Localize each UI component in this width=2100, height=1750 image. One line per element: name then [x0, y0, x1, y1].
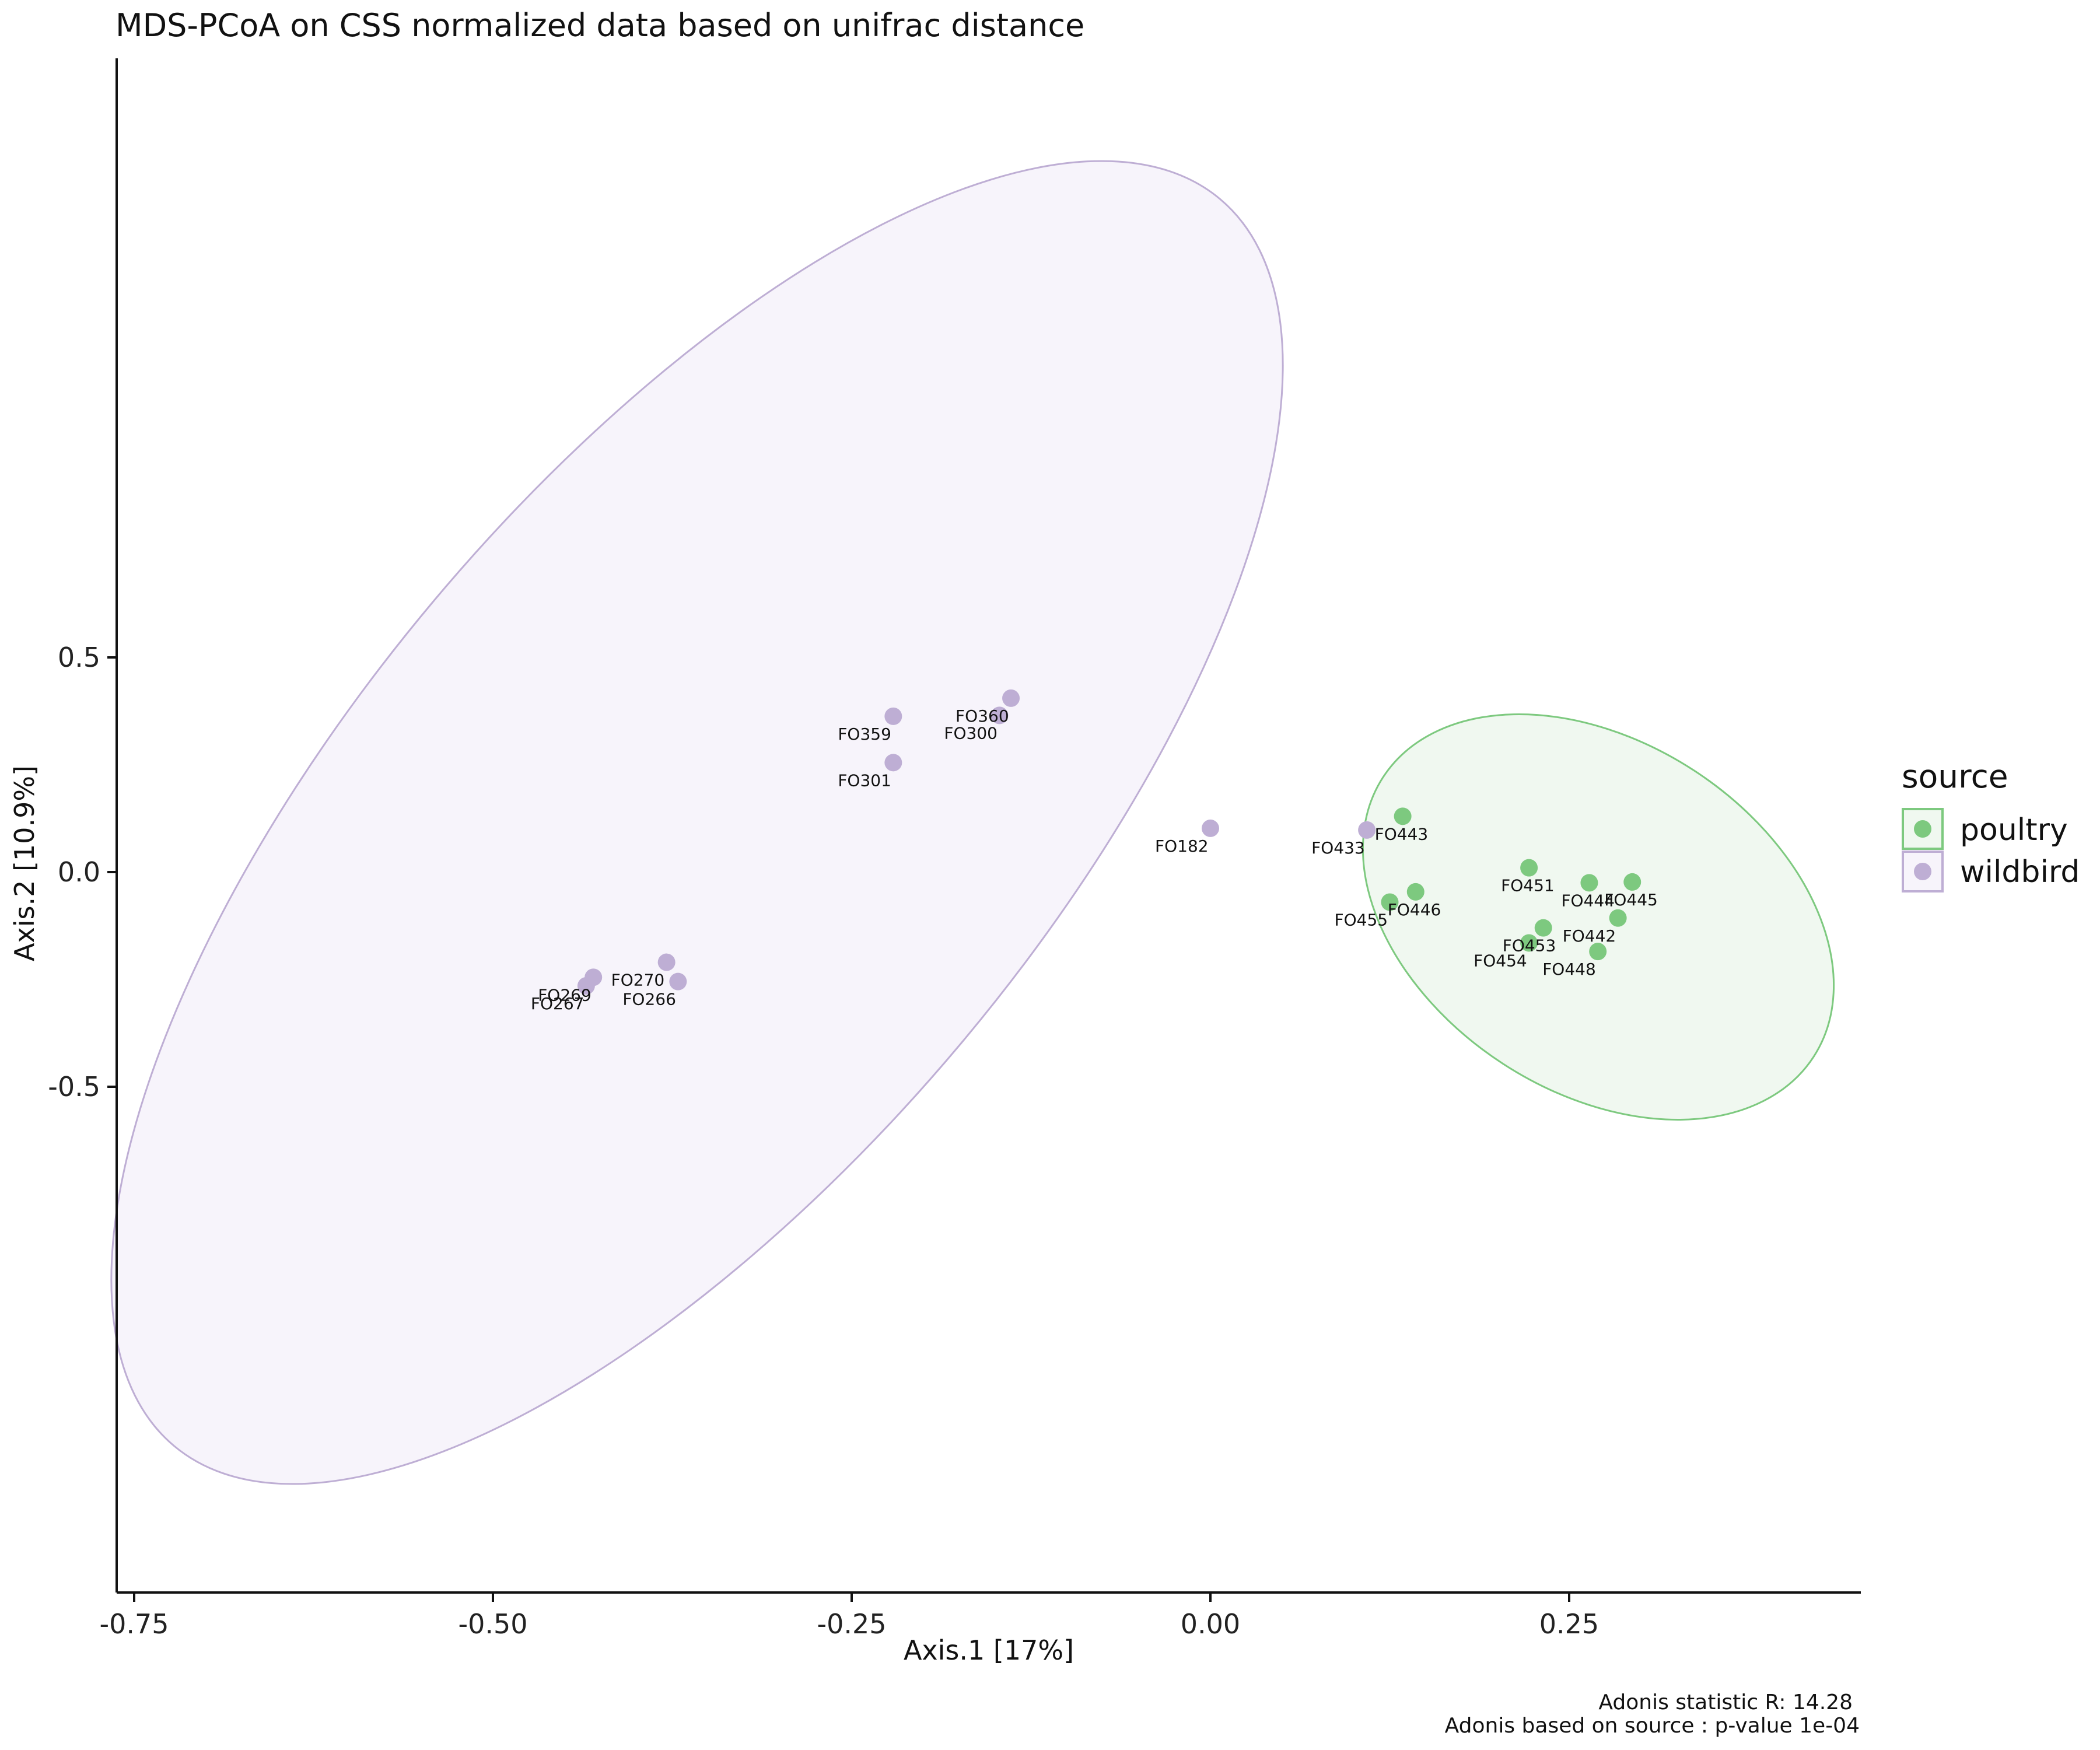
legend-dot-wildbird: [1914, 863, 1931, 880]
point-fo454: [1520, 934, 1538, 952]
x-tick-label: -0.75: [99, 1608, 169, 1640]
confidence-ellipses: [110, 160, 1835, 1485]
point-label-fo182: FO182: [1155, 836, 1209, 856]
point-label-fo443: FO443: [1375, 824, 1429, 844]
x-axis-title: Axis.1 [17%]: [904, 1634, 1074, 1666]
adonis-statistic-caption: Adonis statistic R: 14.28: [1598, 1690, 1853, 1714]
point-label-fo451: FO451: [1501, 876, 1555, 895]
x-tick-label: 0.00: [1181, 1608, 1240, 1640]
point-label-fo455: FO455: [1335, 911, 1388, 930]
point-label-fo446: FO446: [1388, 900, 1441, 919]
point-fo182: [1202, 819, 1219, 837]
x-tick-label: -0.50: [458, 1608, 527, 1640]
legend: source poultry wildbird: [1902, 758, 2080, 892]
legend-item-wildbird: wildbird: [1902, 850, 2080, 892]
legend-dot-poultry: [1914, 820, 1931, 838]
point-label-fo433: FO433: [1311, 838, 1365, 858]
point-label-fo453: FO453: [1503, 936, 1556, 956]
point-label-fo445: FO445: [1604, 890, 1658, 909]
point-fo433: [1358, 821, 1376, 839]
point-label-fo270: FO270: [611, 971, 665, 990]
point-label-fo454: FO454: [1474, 951, 1527, 970]
point-fo443: [1394, 807, 1412, 825]
point-label-fo266: FO266: [622, 990, 676, 1009]
point-fo301: [884, 754, 902, 772]
point-label-fo300: FO300: [944, 723, 998, 743]
legend-label-wildbird: wildbird: [1960, 855, 2080, 890]
point-fo453: [1534, 919, 1552, 937]
point-label-fo448: FO448: [1542, 960, 1596, 979]
point-fo266: [669, 972, 687, 991]
chart-title: MDS-PCoA on CSS normalized data based on…: [116, 7, 1084, 44]
point-fo446: [1406, 883, 1424, 901]
point-label-fo360: FO360: [956, 706, 1009, 726]
data-points: [577, 689, 1642, 995]
y-tick-label: -0.5: [48, 1071, 100, 1102]
point-label-fo444: FO444: [1561, 891, 1615, 910]
point-label-fo442: FO442: [1563, 926, 1616, 946]
y-tick-label: 0.0: [58, 856, 100, 888]
y-axis-title: Axis.2 [10.9%]: [9, 765, 40, 961]
point-fo267: [577, 977, 595, 995]
point-fo444: [1580, 874, 1598, 892]
legend-title: source: [1902, 758, 2008, 795]
point-fo442: [1609, 909, 1627, 927]
point-fo359: [884, 707, 902, 725]
poultry-ellipse: [1362, 713, 1835, 1121]
point-label-fo269: FO269: [538, 985, 592, 1005]
y-tick-label: 0.5: [58, 642, 100, 673]
wildbird-ellipse: [110, 160, 1284, 1485]
point-fo445: [1623, 873, 1642, 891]
point-label-fo359: FO359: [838, 724, 891, 744]
legend-label-poultry: poultry: [1960, 813, 2068, 848]
point-label-fo301: FO301: [838, 771, 891, 790]
point-fo455: [1381, 893, 1399, 911]
point-label-fo267: FO267: [531, 994, 584, 1013]
tick-marks: -0.75 -0.50 -0.25 0.00 0.25 -0.5 0.0 0.5: [48, 642, 1599, 1640]
x-tick-label: -0.25: [817, 1608, 886, 1640]
point-fo300: [991, 706, 1009, 724]
legend-item-poultry: poultry: [1902, 808, 2068, 850]
x-tick-label: 0.25: [1539, 1608, 1599, 1640]
point-fo270: [657, 953, 676, 971]
point-fo360: [1002, 689, 1020, 707]
adonis-pvalue-caption: Adonis based on source : p-value 1e-04: [1445, 1714, 1860, 1738]
point-fo451: [1520, 859, 1538, 877]
point-fo448: [1589, 943, 1607, 961]
